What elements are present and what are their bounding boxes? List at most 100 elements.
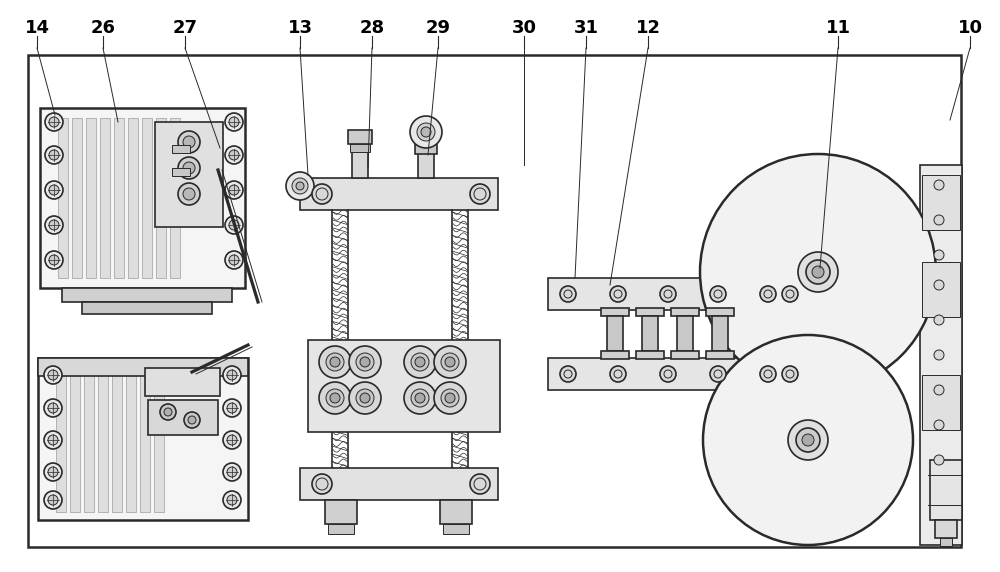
Circle shape [227,403,237,413]
Circle shape [227,370,237,380]
Circle shape [44,431,62,449]
Text: 27: 27 [173,19,198,37]
Circle shape [470,184,490,204]
Circle shape [45,251,63,269]
Bar [172,145,190,153]
Text: 31: 31 [574,19,598,37]
Bar [350,144,370,152]
Bar [328,524,354,534]
Bar [126,364,136,512]
Bar [28,55,961,547]
Bar [352,138,368,178]
Bar [418,138,434,178]
Circle shape [160,404,176,420]
Circle shape [48,370,58,380]
Circle shape [802,434,814,446]
Circle shape [44,491,62,509]
Circle shape [49,185,59,195]
Bar [112,364,122,512]
Circle shape [48,495,58,505]
Bar [170,118,180,278]
Circle shape [225,216,243,234]
Circle shape [227,435,237,445]
Circle shape [296,182,304,190]
Bar [84,364,94,512]
Circle shape [415,393,425,403]
Text: 12: 12 [636,19,660,37]
Bar [300,468,498,500]
Circle shape [445,357,455,367]
Circle shape [441,353,459,371]
Circle shape [44,463,62,481]
Circle shape [44,366,62,384]
Circle shape [470,474,490,494]
Circle shape [700,154,936,390]
Circle shape [223,431,241,449]
Circle shape [49,255,59,265]
Circle shape [410,116,442,148]
Circle shape [292,178,308,194]
Circle shape [229,117,239,127]
Bar [156,118,166,278]
Circle shape [227,467,237,477]
Bar [677,316,693,351]
Circle shape [782,366,798,382]
Bar [140,364,150,512]
Bar [142,118,152,278]
Circle shape [286,172,314,200]
Bar [415,144,437,154]
Circle shape [229,185,239,195]
Circle shape [48,435,58,445]
Circle shape [45,181,63,199]
Circle shape [660,366,676,382]
Circle shape [178,157,200,179]
Bar [128,118,138,278]
Circle shape [183,188,195,200]
Text: 14: 14 [24,19,50,37]
Bar [38,358,248,376]
Circle shape [229,220,239,230]
Circle shape [934,315,944,325]
Circle shape [164,408,172,416]
Bar [671,308,699,316]
Text: 26: 26 [90,19,116,37]
Circle shape [349,382,381,414]
Circle shape [788,420,828,460]
Bar [548,358,806,390]
Circle shape [319,382,351,414]
Circle shape [49,150,59,160]
Circle shape [782,286,798,302]
Circle shape [417,123,435,141]
Circle shape [812,266,824,278]
Bar [40,108,245,288]
Circle shape [225,251,243,269]
Circle shape [710,286,726,302]
Circle shape [45,216,63,234]
Bar [82,302,212,314]
Circle shape [360,357,370,367]
Circle shape [796,428,820,452]
Bar [300,178,498,210]
Circle shape [225,146,243,164]
Circle shape [223,399,241,417]
Bar [706,351,734,359]
Circle shape [710,366,726,382]
Circle shape [183,136,195,148]
Circle shape [610,286,626,302]
Bar [601,351,629,359]
Circle shape [421,127,431,137]
Circle shape [415,357,425,367]
Circle shape [45,146,63,164]
Circle shape [560,286,576,302]
Circle shape [560,366,576,382]
Bar [636,351,664,359]
Circle shape [934,280,944,290]
Bar [920,165,962,545]
Bar [38,358,248,520]
Circle shape [326,389,344,407]
Circle shape [404,346,436,378]
Circle shape [223,366,241,384]
Bar [148,400,218,435]
Bar [601,308,629,316]
Circle shape [934,385,944,395]
